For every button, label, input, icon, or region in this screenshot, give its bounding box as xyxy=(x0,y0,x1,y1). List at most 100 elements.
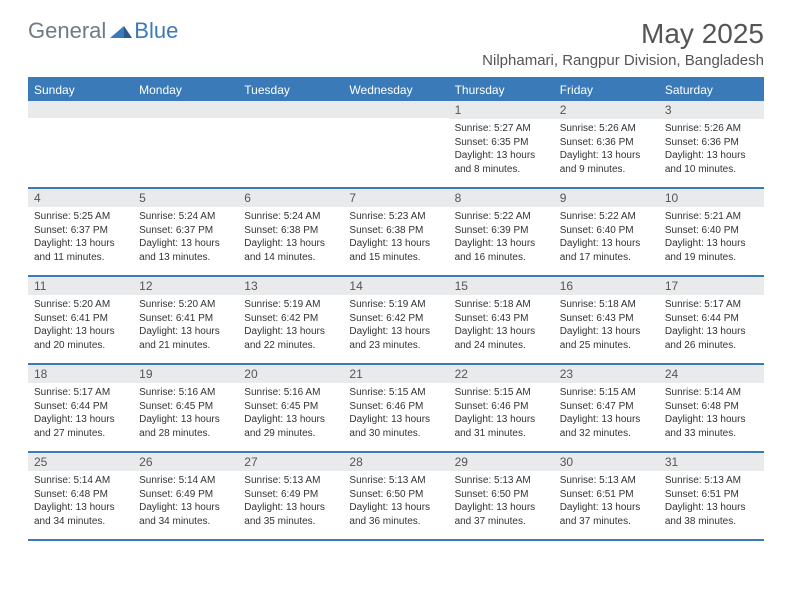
day-number: 24 xyxy=(659,365,764,383)
day-number: 29 xyxy=(449,453,554,471)
day-details: Sunrise: 5:13 AMSunset: 6:49 PMDaylight:… xyxy=(238,471,343,531)
day-cell: 8Sunrise: 5:22 AMSunset: 6:39 PMDaylight… xyxy=(449,189,554,275)
day-cell: 24 Sunrise: 5:14 AMSunset: 6:48 PMDayligh… xyxy=(659,365,764,451)
sunrise-text: Sunrise: 5:22 AM xyxy=(560,210,653,224)
day-number: 13 xyxy=(238,277,343,295)
day-cell: 10Sunrise: 5:21 AMSunset: 6:40 PMDayligh… xyxy=(659,189,764,275)
day-details: Sunrise: 5:16 AMSunset: 6:45 PMDaylight:… xyxy=(238,383,343,443)
sunrise-text: Sunrise: 5:17 AM xyxy=(665,298,758,312)
sunset-text: Sunset: 6:48 PM xyxy=(665,400,758,414)
day-cell: 16Sunrise: 5:18 AMSunset: 6:43 PMDayligh… xyxy=(554,277,659,363)
day-cell xyxy=(28,101,133,187)
day-header-row: SundayMondayTuesdayWednesdayThursdayFrid… xyxy=(28,79,764,101)
sunset-text: Sunset: 6:50 PM xyxy=(455,488,548,502)
sunrise-text: Sunrise: 5:14 AM xyxy=(139,474,232,488)
day-details: Sunrise: 5:13 AMSunset: 6:51 PMDaylight:… xyxy=(554,471,659,531)
sunset-text: Sunset: 6:48 PM xyxy=(34,488,127,502)
day-details: Sunrise: 5:23 AMSunset: 6:38 PMDaylight:… xyxy=(343,207,448,267)
daylight-text: Daylight: 13 hours and 38 minutes. xyxy=(665,501,758,528)
day-cell: 11Sunrise: 5:20 AMSunset: 6:41 PMDayligh… xyxy=(28,277,133,363)
day-cell: 9Sunrise: 5:22 AMSunset: 6:40 PMDaylight… xyxy=(554,189,659,275)
daylight-text: Daylight: 13 hours and 37 minutes. xyxy=(455,501,548,528)
day-number: 10 xyxy=(659,189,764,207)
day-cell: 6Sunrise: 5:24 AMSunset: 6:38 PMDaylight… xyxy=(238,189,343,275)
sunrise-text: Sunrise: 5:24 AM xyxy=(244,210,337,224)
daylight-text: Daylight: 13 hours and 19 minutes. xyxy=(665,237,758,264)
day-cell: 18Sunrise: 5:17 AMSunset: 6:44 PMDayligh… xyxy=(28,365,133,451)
day-details: Sunrise: 5:16 AMSunset: 6:45 PMDaylight:… xyxy=(133,383,238,443)
daylight-text: Daylight: 13 hours and 26 minutes. xyxy=(665,325,758,352)
day-cell xyxy=(343,101,448,187)
day-cell: 29 Sunrise: 5:13 AMSunset: 6:50 PMDayligh… xyxy=(449,453,554,539)
day-details: Sunrise: 5:18 AMSunset: 6:43 PMDaylight:… xyxy=(554,295,659,355)
sunset-text: Sunset: 6:51 PM xyxy=(665,488,758,502)
daylight-text: Daylight: 13 hours and 37 minutes. xyxy=(560,501,653,528)
day-cell: 26Sunrise: 5:14 AMSunset: 6:49 PMDayligh… xyxy=(133,453,238,539)
page-header: General Blue May 2025 Nilphamari, Rangpu… xyxy=(28,18,764,69)
day-number: 14 xyxy=(343,277,448,295)
day-header-cell: Wednesday xyxy=(343,79,448,101)
day-number xyxy=(28,101,133,118)
day-details: Sunrise: 5:22 AMSunset: 6:40 PMDaylight:… xyxy=(554,207,659,267)
day-details: Sunrise: 5:13 AMSunset: 6:51 PMDaylight:… xyxy=(659,471,764,531)
sunrise-text: Sunrise: 5:16 AM xyxy=(139,386,232,400)
sunrise-text: Sunrise: 5:14 AM xyxy=(665,386,758,400)
daylight-text: Daylight: 13 hours and 21 minutes. xyxy=(139,325,232,352)
daylight-text: Daylight: 13 hours and 33 minutes. xyxy=(665,413,758,440)
daylight-text: Daylight: 13 hours and 27 minutes. xyxy=(34,413,127,440)
sunrise-text: Sunrise: 5:19 AM xyxy=(349,298,442,312)
sunrise-text: Sunrise: 5:13 AM xyxy=(455,474,548,488)
day-details: Sunrise: 5:20 AMSunset: 6:41 PMDaylight:… xyxy=(133,295,238,355)
day-details: Sunrise: 5:26 AMSunset: 6:36 PMDaylight:… xyxy=(554,119,659,179)
location-text: Nilphamari, Rangpur Division, Bangladesh xyxy=(482,52,764,69)
daylight-text: Daylight: 13 hours and 35 minutes. xyxy=(244,501,337,528)
calendar-page: General Blue May 2025 Nilphamari, Rangpu… xyxy=(0,0,792,551)
day-cell: 27Sunrise: 5:13 AMSunset: 6:49 PMDayligh… xyxy=(238,453,343,539)
daylight-text: Daylight: 13 hours and 24 minutes. xyxy=(455,325,548,352)
day-details: Sunrise: 5:15 AMSunset: 6:47 PMDaylight:… xyxy=(554,383,659,443)
day-cell: 4Sunrise: 5:25 AMSunset: 6:37 PMDaylight… xyxy=(28,189,133,275)
day-details: Sunrise: 5:24 AMSunset: 6:37 PMDaylight:… xyxy=(133,207,238,267)
daylight-text: Daylight: 13 hours and 32 minutes. xyxy=(560,413,653,440)
daylight-text: Daylight: 13 hours and 17 minutes. xyxy=(560,237,653,264)
sunset-text: Sunset: 6:36 PM xyxy=(560,136,653,150)
sunset-text: Sunset: 6:44 PM xyxy=(34,400,127,414)
day-details: Sunrise: 5:18 AMSunset: 6:43 PMDaylight:… xyxy=(449,295,554,355)
sunset-text: Sunset: 6:42 PM xyxy=(349,312,442,326)
day-number: 21 xyxy=(343,365,448,383)
sunrise-text: Sunrise: 5:13 AM xyxy=(244,474,337,488)
day-cell: 5Sunrise: 5:24 AMSunset: 6:37 PMDaylight… xyxy=(133,189,238,275)
daylight-text: Daylight: 13 hours and 14 minutes. xyxy=(244,237,337,264)
sunset-text: Sunset: 6:37 PM xyxy=(139,224,232,238)
sunrise-text: Sunrise: 5:18 AM xyxy=(455,298,548,312)
day-cell: 19Sunrise: 5:16 AMSunset: 6:45 PMDayligh… xyxy=(133,365,238,451)
sunrise-text: Sunrise: 5:24 AM xyxy=(139,210,232,224)
day-number: 31 xyxy=(659,453,764,471)
day-number: 4 xyxy=(28,189,133,207)
sunrise-text: Sunrise: 5:13 AM xyxy=(560,474,653,488)
day-details: Sunrise: 5:24 AMSunset: 6:38 PMDaylight:… xyxy=(238,207,343,267)
daylight-text: Daylight: 13 hours and 13 minutes. xyxy=(139,237,232,264)
day-number: 17 xyxy=(659,277,764,295)
day-number: 3 xyxy=(659,101,764,119)
day-header-cell: Sunday xyxy=(28,79,133,101)
daylight-text: Daylight: 13 hours and 22 minutes. xyxy=(244,325,337,352)
sunset-text: Sunset: 6:46 PM xyxy=(349,400,442,414)
day-header-cell: Tuesday xyxy=(238,79,343,101)
sunset-text: Sunset: 6:45 PM xyxy=(139,400,232,414)
sunset-text: Sunset: 6:42 PM xyxy=(244,312,337,326)
sunset-text: Sunset: 6:40 PM xyxy=(665,224,758,238)
daylight-text: Daylight: 13 hours and 20 minutes. xyxy=(34,325,127,352)
sunset-text: Sunset: 6:38 PM xyxy=(244,224,337,238)
weeks-container: 1Sunrise: 5:27 AMSunset: 6:35 PMDaylight… xyxy=(28,101,764,541)
sunrise-text: Sunrise: 5:20 AM xyxy=(139,298,232,312)
day-cell: 23Sunrise: 5:15 AMSunset: 6:47 PMDayligh… xyxy=(554,365,659,451)
day-cell: 7Sunrise: 5:23 AMSunset: 6:38 PMDaylight… xyxy=(343,189,448,275)
logo: General Blue xyxy=(28,18,178,44)
daylight-text: Daylight: 13 hours and 23 minutes. xyxy=(349,325,442,352)
sunset-text: Sunset: 6:45 PM xyxy=(244,400,337,414)
day-cell: 14 Sunrise: 5:19 AMSunset: 6:42 PMDayligh… xyxy=(343,277,448,363)
day-cell: 25Sunrise: 5:14 AMSunset: 6:48 PMDayligh… xyxy=(28,453,133,539)
sunrise-text: Sunrise: 5:19 AM xyxy=(244,298,337,312)
day-number: 26 xyxy=(133,453,238,471)
